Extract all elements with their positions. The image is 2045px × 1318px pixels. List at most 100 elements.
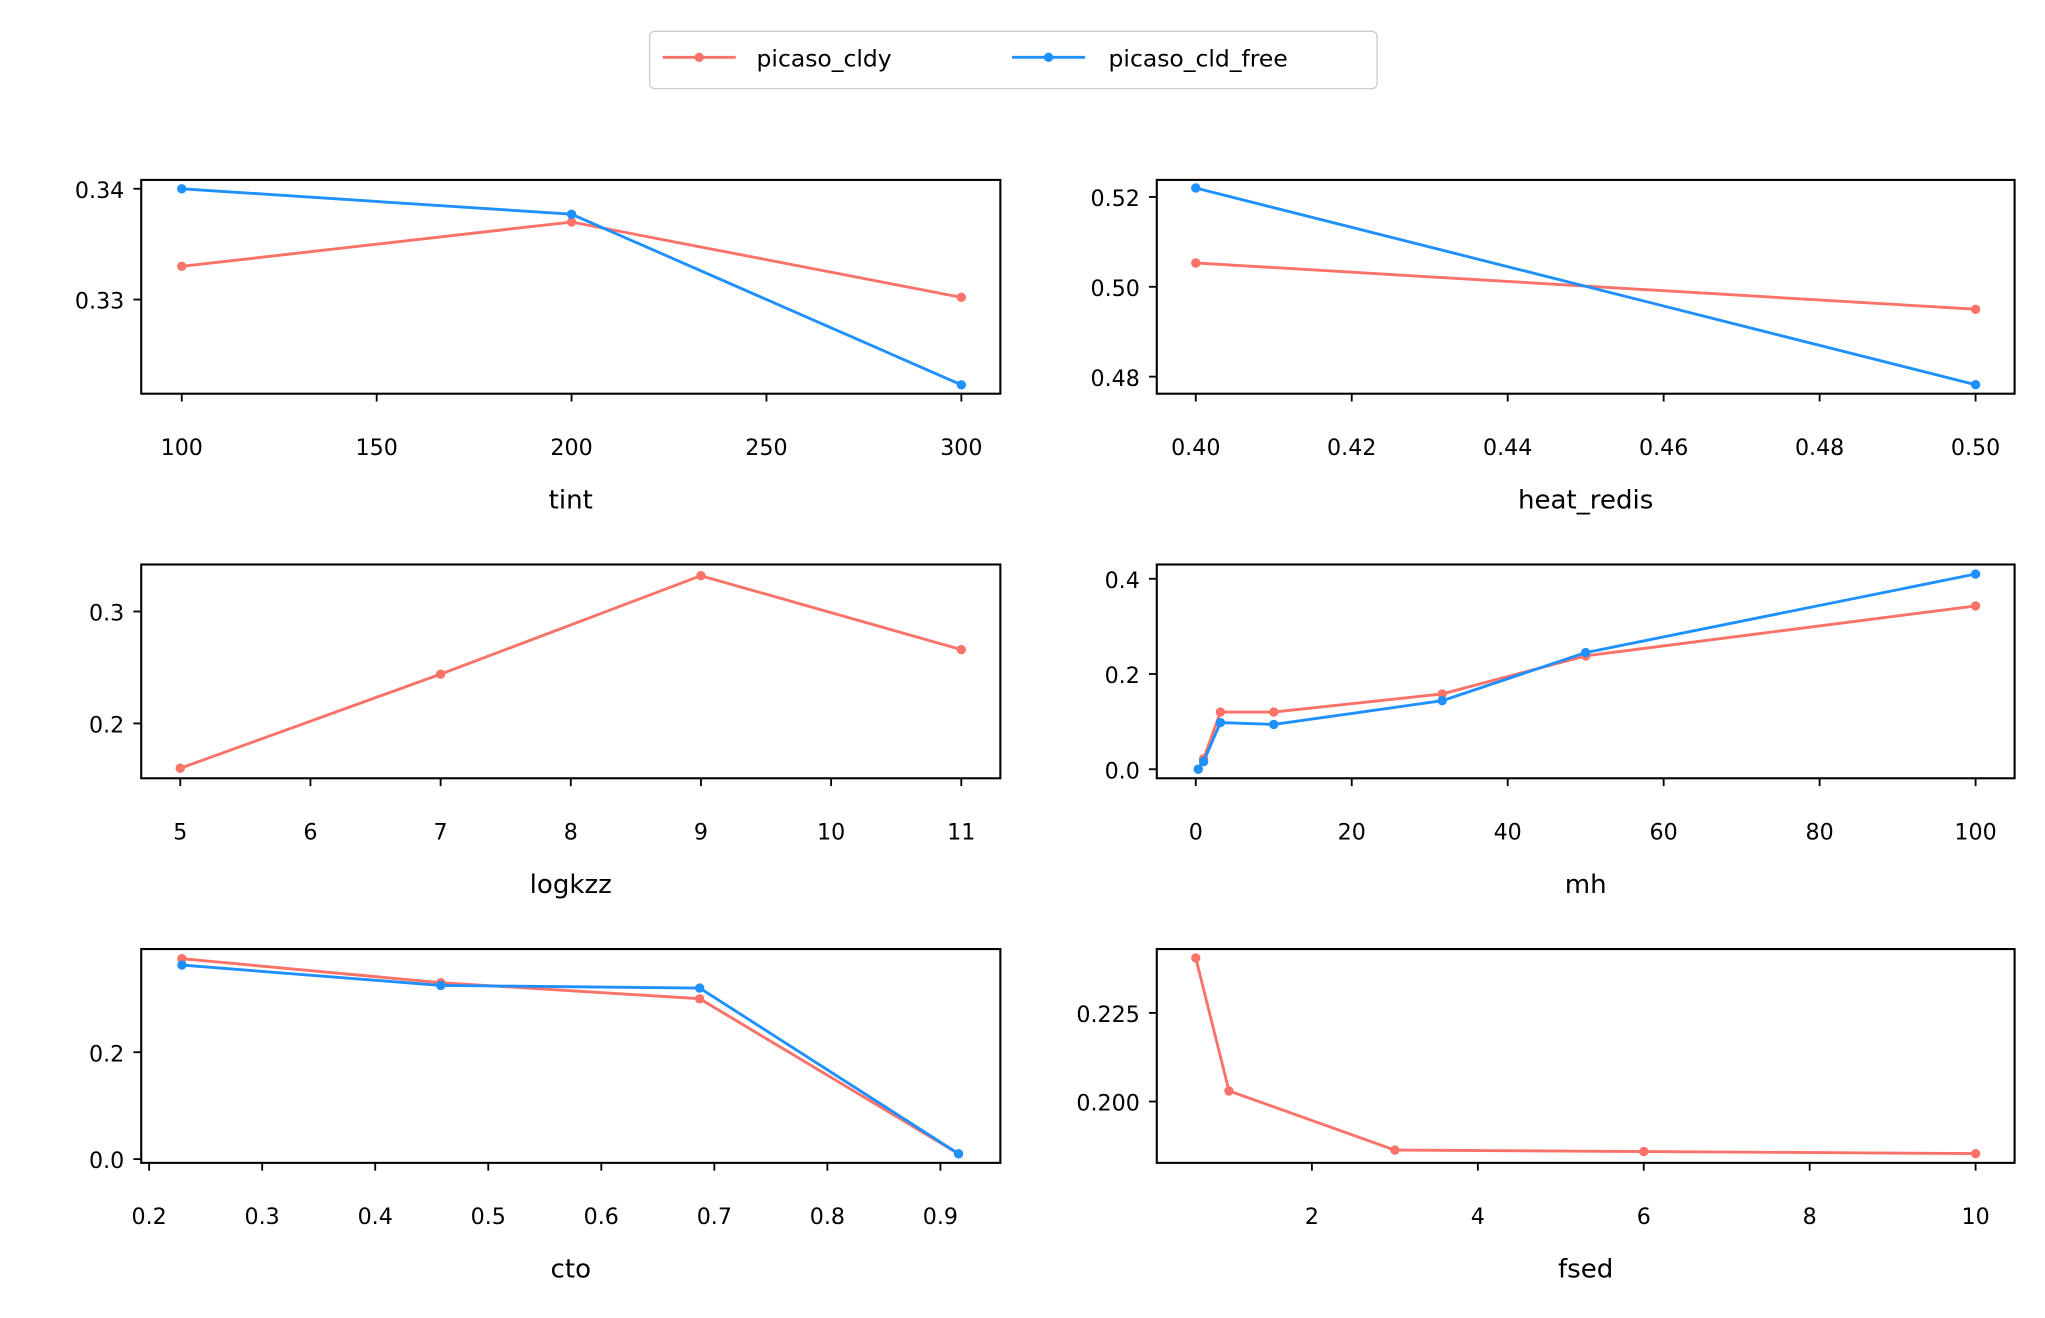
y-tick-label: 0.0 xyxy=(89,1148,124,1174)
data-point-picaso_cld_free xyxy=(1580,647,1591,658)
x-tick-label: 0.40 xyxy=(1171,435,1220,461)
x-tick-label: 0.5 xyxy=(471,1204,506,1230)
y-tick: 0.225 xyxy=(1076,1002,1157,1028)
data-point-picaso_cldy xyxy=(956,292,967,303)
y-tick-label: 0.225 xyxy=(1076,1002,1139,1028)
subplot-cto: 0.2 0.3 0.4 0.5 0.6 0.7 0.8 0.9 0.0 0.2 cto xyxy=(89,948,1002,1285)
x-tick-label: 11 xyxy=(947,820,975,846)
data-point-picaso_cldy xyxy=(1639,1146,1649,1157)
x-tick: 80 xyxy=(1806,778,1834,846)
data-point-picaso_cld_free xyxy=(566,209,577,219)
data-point-picaso_cld_free xyxy=(1970,569,1981,579)
x-tick: 10 xyxy=(1961,1162,1990,1230)
x-tick: 150 xyxy=(356,393,398,461)
x-tick-label: 0.44 xyxy=(1483,435,1532,461)
x-tick-label: 100 xyxy=(1954,820,1996,846)
x-tick-label: 7 xyxy=(434,820,448,846)
y-tick-label: 0.50 xyxy=(1090,276,1139,302)
data-point-picaso_cldy xyxy=(1437,689,1447,699)
data-point-picaso_cld_free xyxy=(953,1149,964,1159)
y-tick-label: 0.2 xyxy=(89,713,124,739)
data-point-picaso_cldy xyxy=(696,570,706,581)
y-tick: 0.48 xyxy=(1090,366,1157,392)
x-axis-label: heat_redis xyxy=(1518,485,1653,515)
data-point-picaso_cld_free xyxy=(1437,695,1447,706)
x-tick: 0.6 xyxy=(584,1162,619,1230)
y-tick: 0.200 xyxy=(1076,1091,1157,1117)
x-tick-label: 60 xyxy=(1650,820,1678,846)
x-tick: 9 xyxy=(694,778,708,846)
x-tick: 250 xyxy=(745,393,788,461)
x-tick: 7 xyxy=(434,778,448,846)
x-tick: 6 xyxy=(1637,1162,1651,1230)
x-tick-label: 0.48 xyxy=(1795,435,1844,461)
y-tick-label: 0.34 xyxy=(75,178,124,204)
x-tick: 0.2 xyxy=(132,1162,167,1230)
subplot-logkzz: 5 6 7 8 9 10 11 0.2 0.3 logkzz xyxy=(89,563,1002,900)
x-tick: 100 xyxy=(1954,778,1997,846)
x-tick-label: 0.9 xyxy=(923,1204,958,1230)
x-tick-label: 8 xyxy=(1803,1204,1817,1230)
y-tick-label: 0.52 xyxy=(1090,186,1139,212)
y-tick-label: 0.2 xyxy=(1105,663,1140,689)
data-point-picaso_cld_free xyxy=(956,380,967,390)
data-point-picaso_cldy xyxy=(1224,1086,1234,1096)
axes-frame xyxy=(1155,563,2016,780)
subplot-mh: 0 20 40 60 80 100 0.0 0.2 0.4 mh xyxy=(1105,563,2016,900)
x-tick: 8 xyxy=(564,778,578,846)
subplot-heat_redis: 0.40 0.42 0.44 0.46 0.48 0.50 0.48 0.50 0.52 heat… xyxy=(1090,178,2016,515)
x-tick-label: 80 xyxy=(1806,820,1834,846)
series-line-picaso_cldy xyxy=(179,574,962,770)
x-tick-label: 10 xyxy=(817,820,845,846)
data-point-picaso_cld_free xyxy=(1970,380,1981,390)
series-line-picaso_cldy xyxy=(181,220,962,299)
x-axis-label: cto xyxy=(551,1255,592,1285)
y-tick: 0.2 xyxy=(1105,663,1157,689)
x-tick: 60 xyxy=(1650,778,1678,846)
x-tick: 0.40 xyxy=(1171,393,1220,461)
x-tick: 300 xyxy=(940,393,983,461)
y-tick: 0.0 xyxy=(1105,758,1157,784)
x-tick: 0.4 xyxy=(358,1162,393,1230)
data-point-picaso_cld_free xyxy=(177,960,187,970)
x-tick: 0.5 xyxy=(471,1162,506,1230)
y-tick-label: 0.2 xyxy=(89,1041,124,1067)
x-axis-label: mh xyxy=(1565,870,1607,900)
x-tick-label: 5 xyxy=(173,820,187,846)
x-axis-label: fsed xyxy=(1558,1255,1613,1285)
data-point-picaso_cldy xyxy=(177,953,187,964)
x-tick-label: 0.6 xyxy=(584,1204,619,1230)
data-point-picaso_cld_free xyxy=(1215,717,1226,728)
y-tick-label: 0.0 xyxy=(1105,758,1140,784)
data-point-picaso_cldy xyxy=(1191,953,1201,963)
x-tick-label: 6 xyxy=(303,820,317,846)
x-axis-label: tint xyxy=(549,485,593,515)
series-line-picaso_cldy xyxy=(1196,604,1976,770)
series-line-picaso_cld_free xyxy=(181,963,960,1155)
x-tick: 0.9 xyxy=(923,1162,958,1230)
data-point-picaso_cld_free xyxy=(1193,764,1203,774)
legend-marker-picaso-cldy xyxy=(694,52,704,63)
x-tick: 0.48 xyxy=(1795,393,1844,461)
legend-marker-picaso-cld-free xyxy=(1043,52,1054,63)
x-tick: 8 xyxy=(1803,1162,1817,1230)
x-tick: 40 xyxy=(1494,778,1522,846)
series-line-picaso_cld_free xyxy=(1195,186,1976,387)
series-line-picaso_cldy xyxy=(181,957,960,1155)
x-tick-label: 100 xyxy=(161,435,203,461)
x-tick-label: 8 xyxy=(564,820,578,846)
x-tick-label: 0.2 xyxy=(132,1204,167,1230)
x-tick-label: 150 xyxy=(356,435,398,461)
x-tick-label: 2 xyxy=(1305,1204,1319,1230)
y-tick: 0.4 xyxy=(1105,568,1157,594)
x-tick: 0.42 xyxy=(1327,393,1376,461)
x-tick-label: 9 xyxy=(694,820,708,846)
x-tick-label: 0.7 xyxy=(697,1204,732,1230)
x-tick-label: 0.8 xyxy=(810,1204,845,1230)
x-tick: 2 xyxy=(1305,1162,1319,1230)
x-tick-label: 10 xyxy=(1961,1204,1989,1230)
x-tick-label: 0 xyxy=(1189,820,1203,846)
legend-label-picaso-cld-free: picaso_cld_free xyxy=(1109,44,1288,72)
x-tick: 6 xyxy=(303,778,317,846)
